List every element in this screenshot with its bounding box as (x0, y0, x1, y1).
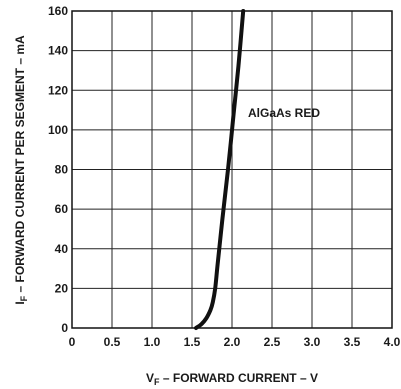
y-tick-label: 120 (48, 83, 68, 97)
x-tick-label: 0 (69, 335, 76, 349)
x-tick-label: 2.0 (224, 335, 241, 349)
x-tick-label: 3.5 (344, 335, 361, 349)
y-tick-label: 0 (61, 321, 68, 335)
x-tick-label: 2.5 (264, 335, 281, 349)
y-tick-label: 100 (48, 123, 68, 137)
x-tick-label: 0.5 (104, 335, 121, 349)
tick-labels: 0 0.5 1.0 1.5 2.0 2.5 3.0 3.5 4.0 0 20 40 60 80 100 120… (48, 4, 401, 349)
y-tick-label: 20 (55, 281, 69, 295)
series-line-algaas-red (194, 9, 246, 330)
y-tick-label: 140 (48, 44, 68, 58)
x-tick-label: 1.5 (184, 335, 201, 349)
y-tick-label: 60 (55, 202, 69, 216)
annotation-label: AlGaAs RED (248, 106, 320, 120)
x-tick-label: 4.0 (384, 335, 401, 349)
x-tick-label: 3.0 (304, 335, 321, 349)
plot-frame (71, 10, 393, 329)
x-axis-title: VF – FORWARD CURRENT – V (146, 371, 318, 387)
y-tick-label: 160 (48, 4, 68, 18)
y-tick-label: 40 (55, 242, 69, 256)
grid (71, 10, 393, 329)
y-tick-label: 80 (55, 163, 69, 177)
y-axis-title: IF – FORWARD CURRENT PER SEGMENT – mA (13, 35, 29, 305)
x-tick-label: 1.0 (144, 335, 161, 349)
